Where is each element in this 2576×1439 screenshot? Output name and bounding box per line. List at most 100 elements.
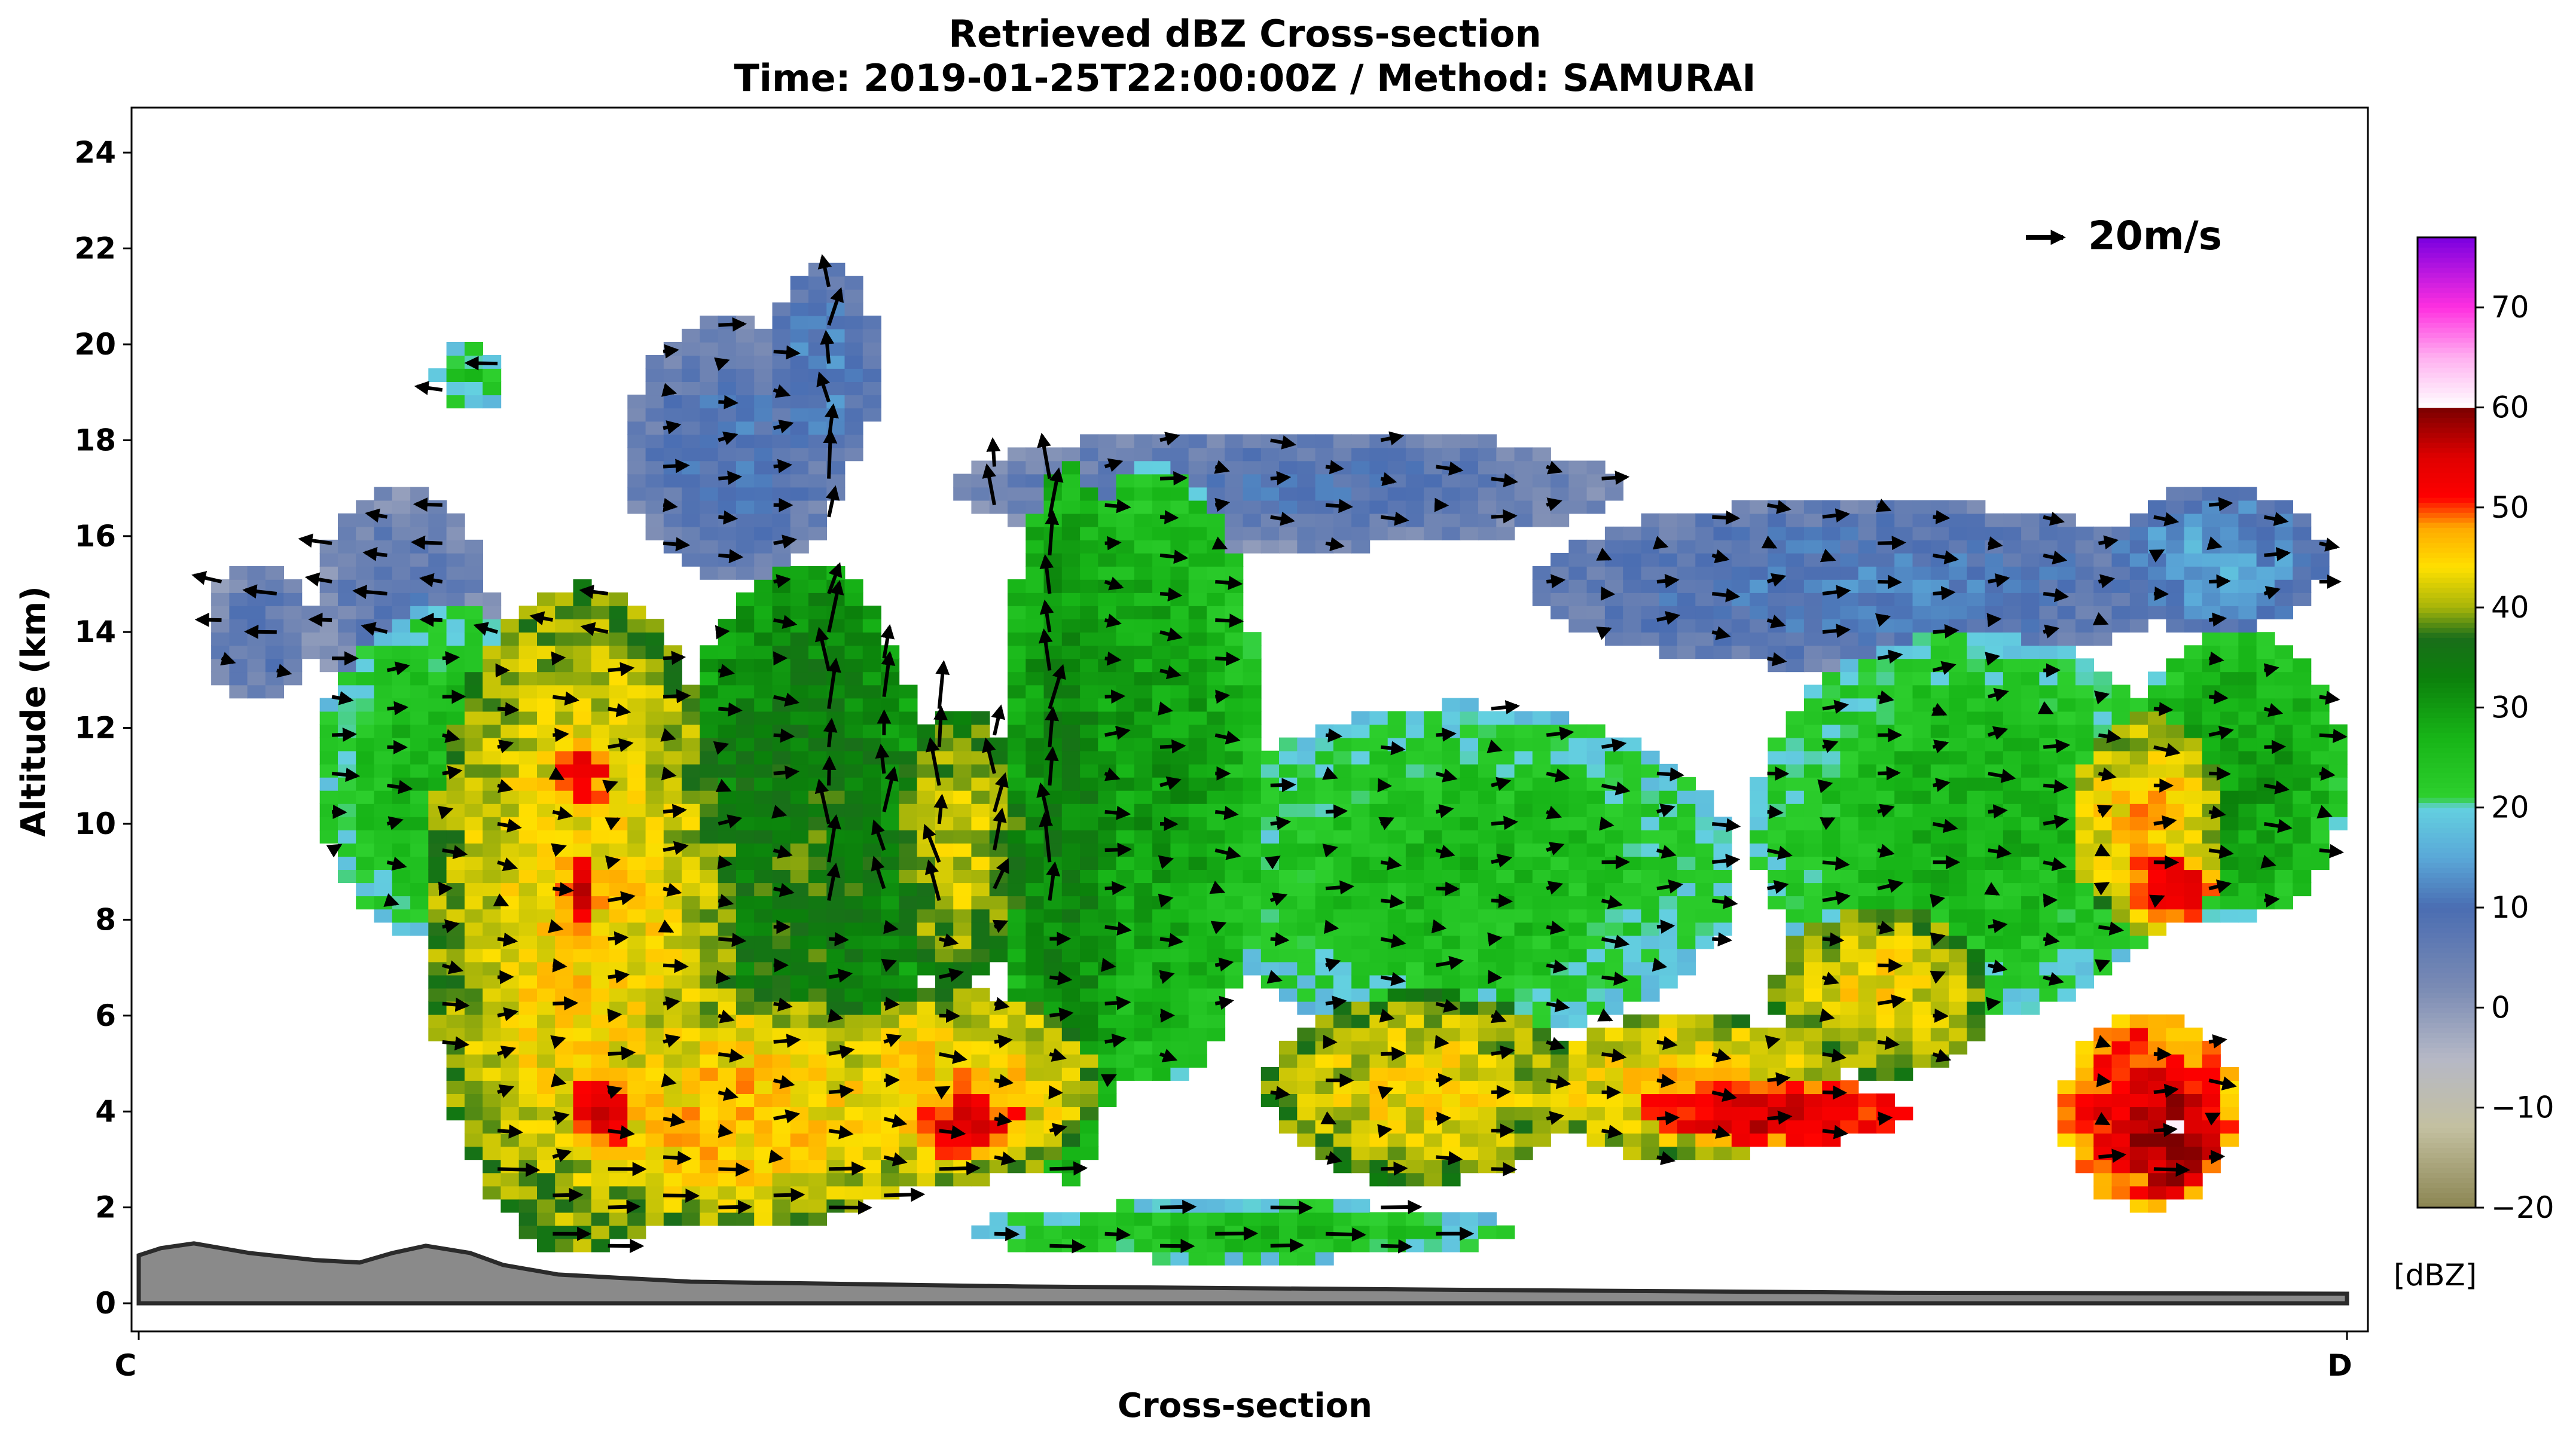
reflectivity-cell — [338, 843, 356, 857]
reflectivity-cell — [754, 1212, 773, 1226]
reflectivity-cell — [664, 1173, 682, 1187]
reflectivity-cell — [1116, 817, 1135, 830]
reflectivity-cell — [790, 1212, 809, 1226]
reflectivity-cell — [1858, 830, 1877, 844]
reflectivity-cell — [773, 514, 791, 527]
reflectivity-cell — [682, 329, 700, 343]
reflectivity-cell — [1008, 738, 1026, 751]
reflectivity-cell — [1025, 1080, 1044, 1094]
reflectivity-cell — [2166, 790, 2184, 804]
reflectivity-cell — [1931, 869, 1949, 883]
reflectivity-cell — [736, 738, 755, 751]
reflectivity-cell — [573, 922, 592, 936]
reflectivity-cell — [1840, 962, 1858, 976]
reflectivity-cell — [591, 1028, 610, 1041]
reflectivity-cell — [1316, 856, 1334, 870]
reflectivity-cell — [392, 606, 411, 619]
reflectivity-cell — [646, 764, 664, 778]
reflectivity-cell — [2021, 711, 2040, 725]
reflectivity-cell — [1695, 514, 1714, 527]
reflectivity-cell — [1985, 869, 2004, 883]
reflectivity-cell — [1496, 461, 1515, 475]
reflectivity-cell — [773, 975, 791, 989]
reflectivity-cell — [627, 1054, 646, 1068]
reflectivity-cell — [1170, 1041, 1189, 1055]
reflectivity-cell — [646, 619, 664, 633]
reflectivity-cell — [320, 711, 338, 725]
reflectivity-cell — [1297, 949, 1316, 963]
reflectivity-cell — [1424, 711, 1442, 725]
reflectivity-cell — [392, 738, 411, 751]
reflectivity-cell — [953, 1146, 972, 1160]
reflectivity-cell — [2184, 764, 2203, 778]
reflectivity-cell — [1605, 527, 1623, 540]
reflectivity-cell — [845, 1146, 863, 1160]
reflectivity-cell — [320, 553, 338, 567]
reflectivity-cell — [2148, 579, 2166, 593]
reflectivity-cell — [1351, 1239, 1370, 1252]
reflectivity-cell — [790, 434, 809, 448]
reflectivity-cell — [1804, 500, 1823, 514]
reflectivity-cell — [1297, 830, 1316, 844]
reflectivity-cell — [863, 1146, 881, 1160]
reflectivity-cell — [465, 566, 483, 580]
reflectivity-cell — [428, 856, 447, 870]
reflectivity-cell — [971, 790, 990, 804]
reflectivity-cell — [1822, 949, 1841, 963]
reflectivity-cell — [1732, 632, 1750, 646]
reflectivity-cell — [537, 619, 556, 633]
reflectivity-cell — [2112, 843, 2131, 857]
reflectivity-cell — [573, 619, 592, 633]
reflectivity-cell — [2021, 962, 2040, 976]
reflectivity-cell — [428, 962, 447, 976]
reflectivity-cell — [646, 434, 664, 448]
reflectivity-cell — [537, 592, 556, 606]
reflectivity-cell — [410, 553, 429, 567]
reflectivity-cell — [808, 764, 827, 778]
reflectivity-cell — [1388, 764, 1406, 778]
reflectivity-cell — [1804, 1133, 1823, 1147]
reflectivity-cell — [1333, 1239, 1352, 1252]
reflectivity-cell — [1316, 751, 1334, 765]
reflectivity-cell — [808, 368, 827, 382]
reflectivity-cell — [2076, 685, 2094, 698]
reflectivity-cell — [1152, 1067, 1171, 1081]
reflectivity-cell — [1605, 869, 1623, 883]
reflectivity-cell — [447, 711, 465, 725]
reflectivity-cell — [700, 1212, 718, 1226]
reflectivity-cell — [1333, 1107, 1352, 1120]
reflectivity-cell — [1822, 1067, 1841, 1081]
reflectivity-cell — [1225, 1239, 1243, 1252]
reflectivity-cell — [1750, 553, 1768, 567]
reflectivity-cell — [1822, 1001, 1841, 1015]
reflectivity-cell — [1605, 790, 1623, 804]
reflectivity-cell — [1333, 777, 1352, 791]
reflectivity-cell — [392, 592, 411, 606]
reflectivity-cell — [627, 645, 646, 659]
reflectivity-cell — [1822, 962, 1841, 976]
reflectivity-cell — [845, 421, 863, 435]
reflectivity-cell — [627, 856, 646, 870]
reflectivity-cell — [700, 725, 718, 738]
reflectivity-cell — [2093, 592, 2112, 606]
reflectivity-cell — [2003, 738, 2022, 751]
reflectivity-cell — [1134, 671, 1153, 685]
reflectivity-cell — [1913, 579, 1931, 593]
reflectivity-cell — [2238, 698, 2257, 712]
reflectivity-cell — [808, 1054, 827, 1068]
reflectivity-cell — [1008, 896, 1026, 909]
reflectivity-cell — [2112, 1173, 2131, 1187]
reflectivity-cell — [1062, 896, 1081, 909]
reflectivity-cell — [1189, 922, 1207, 936]
reflectivity-cell — [410, 817, 429, 830]
reflectivity-cell — [971, 751, 990, 765]
reflectivity-cell — [754, 487, 773, 501]
reflectivity-cell — [754, 645, 773, 659]
reflectivity-cell — [646, 988, 664, 1002]
reflectivity-cell — [1297, 882, 1316, 896]
reflectivity-cell — [483, 1146, 501, 1160]
reflectivity-cell — [1080, 1001, 1098, 1015]
reflectivity-cell — [1134, 1054, 1153, 1068]
reflectivity-cell — [2238, 882, 2257, 896]
reflectivity-cell — [1750, 527, 1768, 540]
